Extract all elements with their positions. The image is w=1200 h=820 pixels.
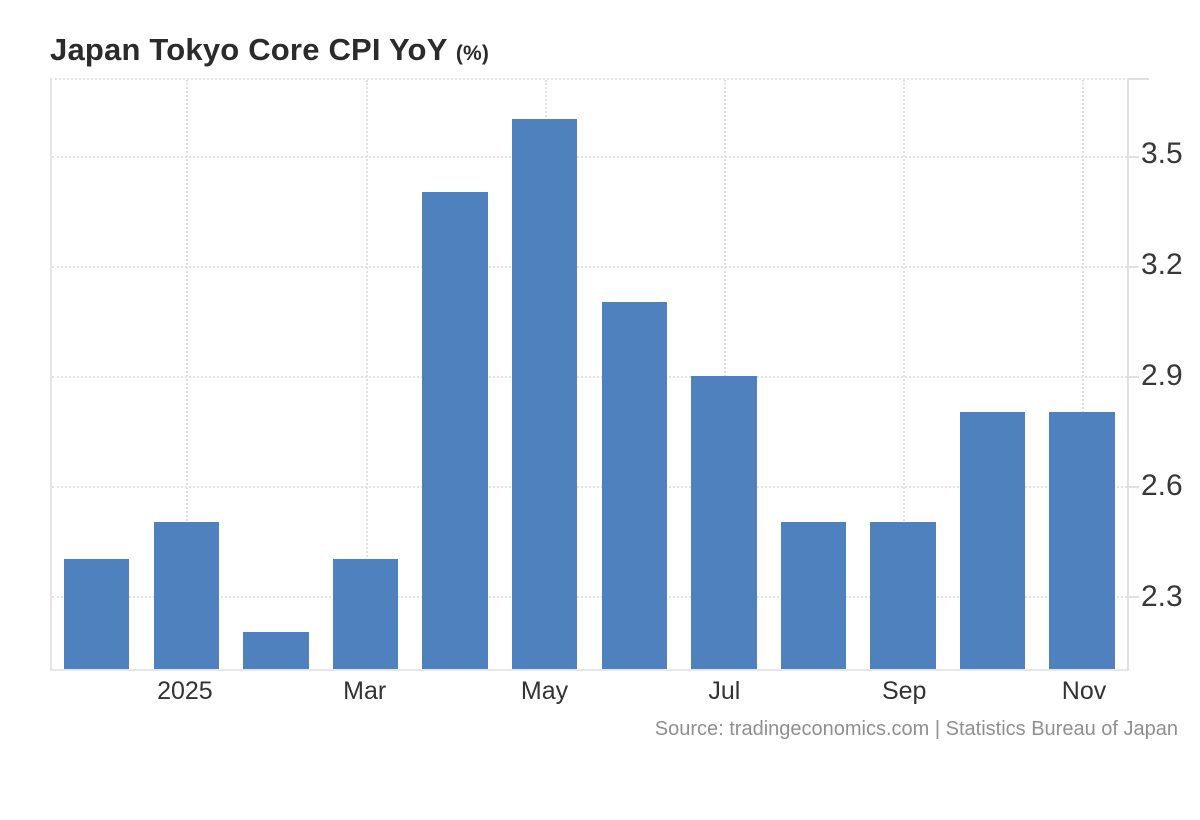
bar-slot [679, 80, 769, 669]
bar-slot [321, 80, 411, 669]
bar-jun-2025[interactable] [601, 302, 667, 669]
y-tick-mark [1127, 375, 1139, 378]
y-tick-mark [1127, 595, 1139, 598]
y-gridline [52, 485, 1127, 488]
bar-nov-2025[interactable] [1049, 412, 1115, 669]
y-gridline [52, 375, 1127, 378]
y-axis-tick-label: 2.9 [1141, 358, 1183, 392]
y-tick-mark [1127, 265, 1139, 268]
chart-title: Japan Tokyo Core CPI YoY (%) [50, 32, 489, 68]
x-gridline [903, 80, 906, 669]
bar-slot [500, 80, 590, 669]
bar-sep-2025[interactable] [870, 522, 936, 669]
plot-area [50, 78, 1139, 671]
bar-aug-2025[interactable] [780, 522, 847, 669]
bar-mar-2025[interactable] [332, 558, 399, 669]
y-tick-mark [1127, 155, 1139, 158]
bar-slot [142, 80, 232, 669]
x-gridline [1082, 80, 1085, 669]
bar-dec-2024[interactable] [64, 558, 130, 669]
y-axis-tick-label: 3.5 [1141, 137, 1183, 171]
bar-slot [589, 80, 679, 669]
bar-may-2025[interactable] [511, 118, 578, 669]
x-axis-tick-label: Sep [881, 677, 927, 705]
y-axis-top-tick [1129, 78, 1149, 80]
bar-feb-2025[interactable] [243, 632, 309, 669]
bar-jul-2025[interactable] [691, 375, 757, 669]
y-gridline [52, 595, 1127, 598]
y-axis-tick-label: 2.6 [1141, 469, 1183, 503]
x-gridline [186, 80, 189, 669]
bar-slot [769, 80, 859, 669]
bar-slot [231, 80, 321, 669]
y-axis-tick-label: 2.3 [1141, 580, 1183, 614]
bar-jan-2025[interactable] [153, 522, 220, 669]
bar-apr-2025[interactable] [422, 192, 488, 669]
source-attribution: Source: tradingeconomics.com | Statistic… [654, 718, 1178, 740]
x-axis-tick-label: Mar [343, 677, 387, 705]
x-gridline [723, 80, 726, 669]
y-gridline [52, 155, 1127, 158]
bar-oct-2025[interactable] [959, 412, 1026, 669]
bar-slot [1037, 80, 1127, 669]
y-tick-mark [1127, 485, 1139, 488]
x-axis-tick-label: Nov [1061, 677, 1107, 705]
x-gridline [365, 80, 368, 669]
x-axis-tick-label: Jul [708, 677, 741, 705]
x-axis-tick-label: May [520, 677, 569, 705]
bar-slot [52, 80, 142, 669]
y-axis-tick-label: 3.2 [1141, 247, 1183, 281]
bar-slot [948, 80, 1038, 669]
x-axis-tick-label: 2025 [157, 677, 213, 705]
chart-title-text: Japan Tokyo Core CPI YoY [50, 32, 448, 67]
y-gridline [52, 265, 1127, 268]
bar-slot [858, 80, 948, 669]
bars-layer [52, 80, 1127, 669]
chart-title-unit: (%) [455, 42, 490, 65]
bar-slot [410, 80, 500, 669]
